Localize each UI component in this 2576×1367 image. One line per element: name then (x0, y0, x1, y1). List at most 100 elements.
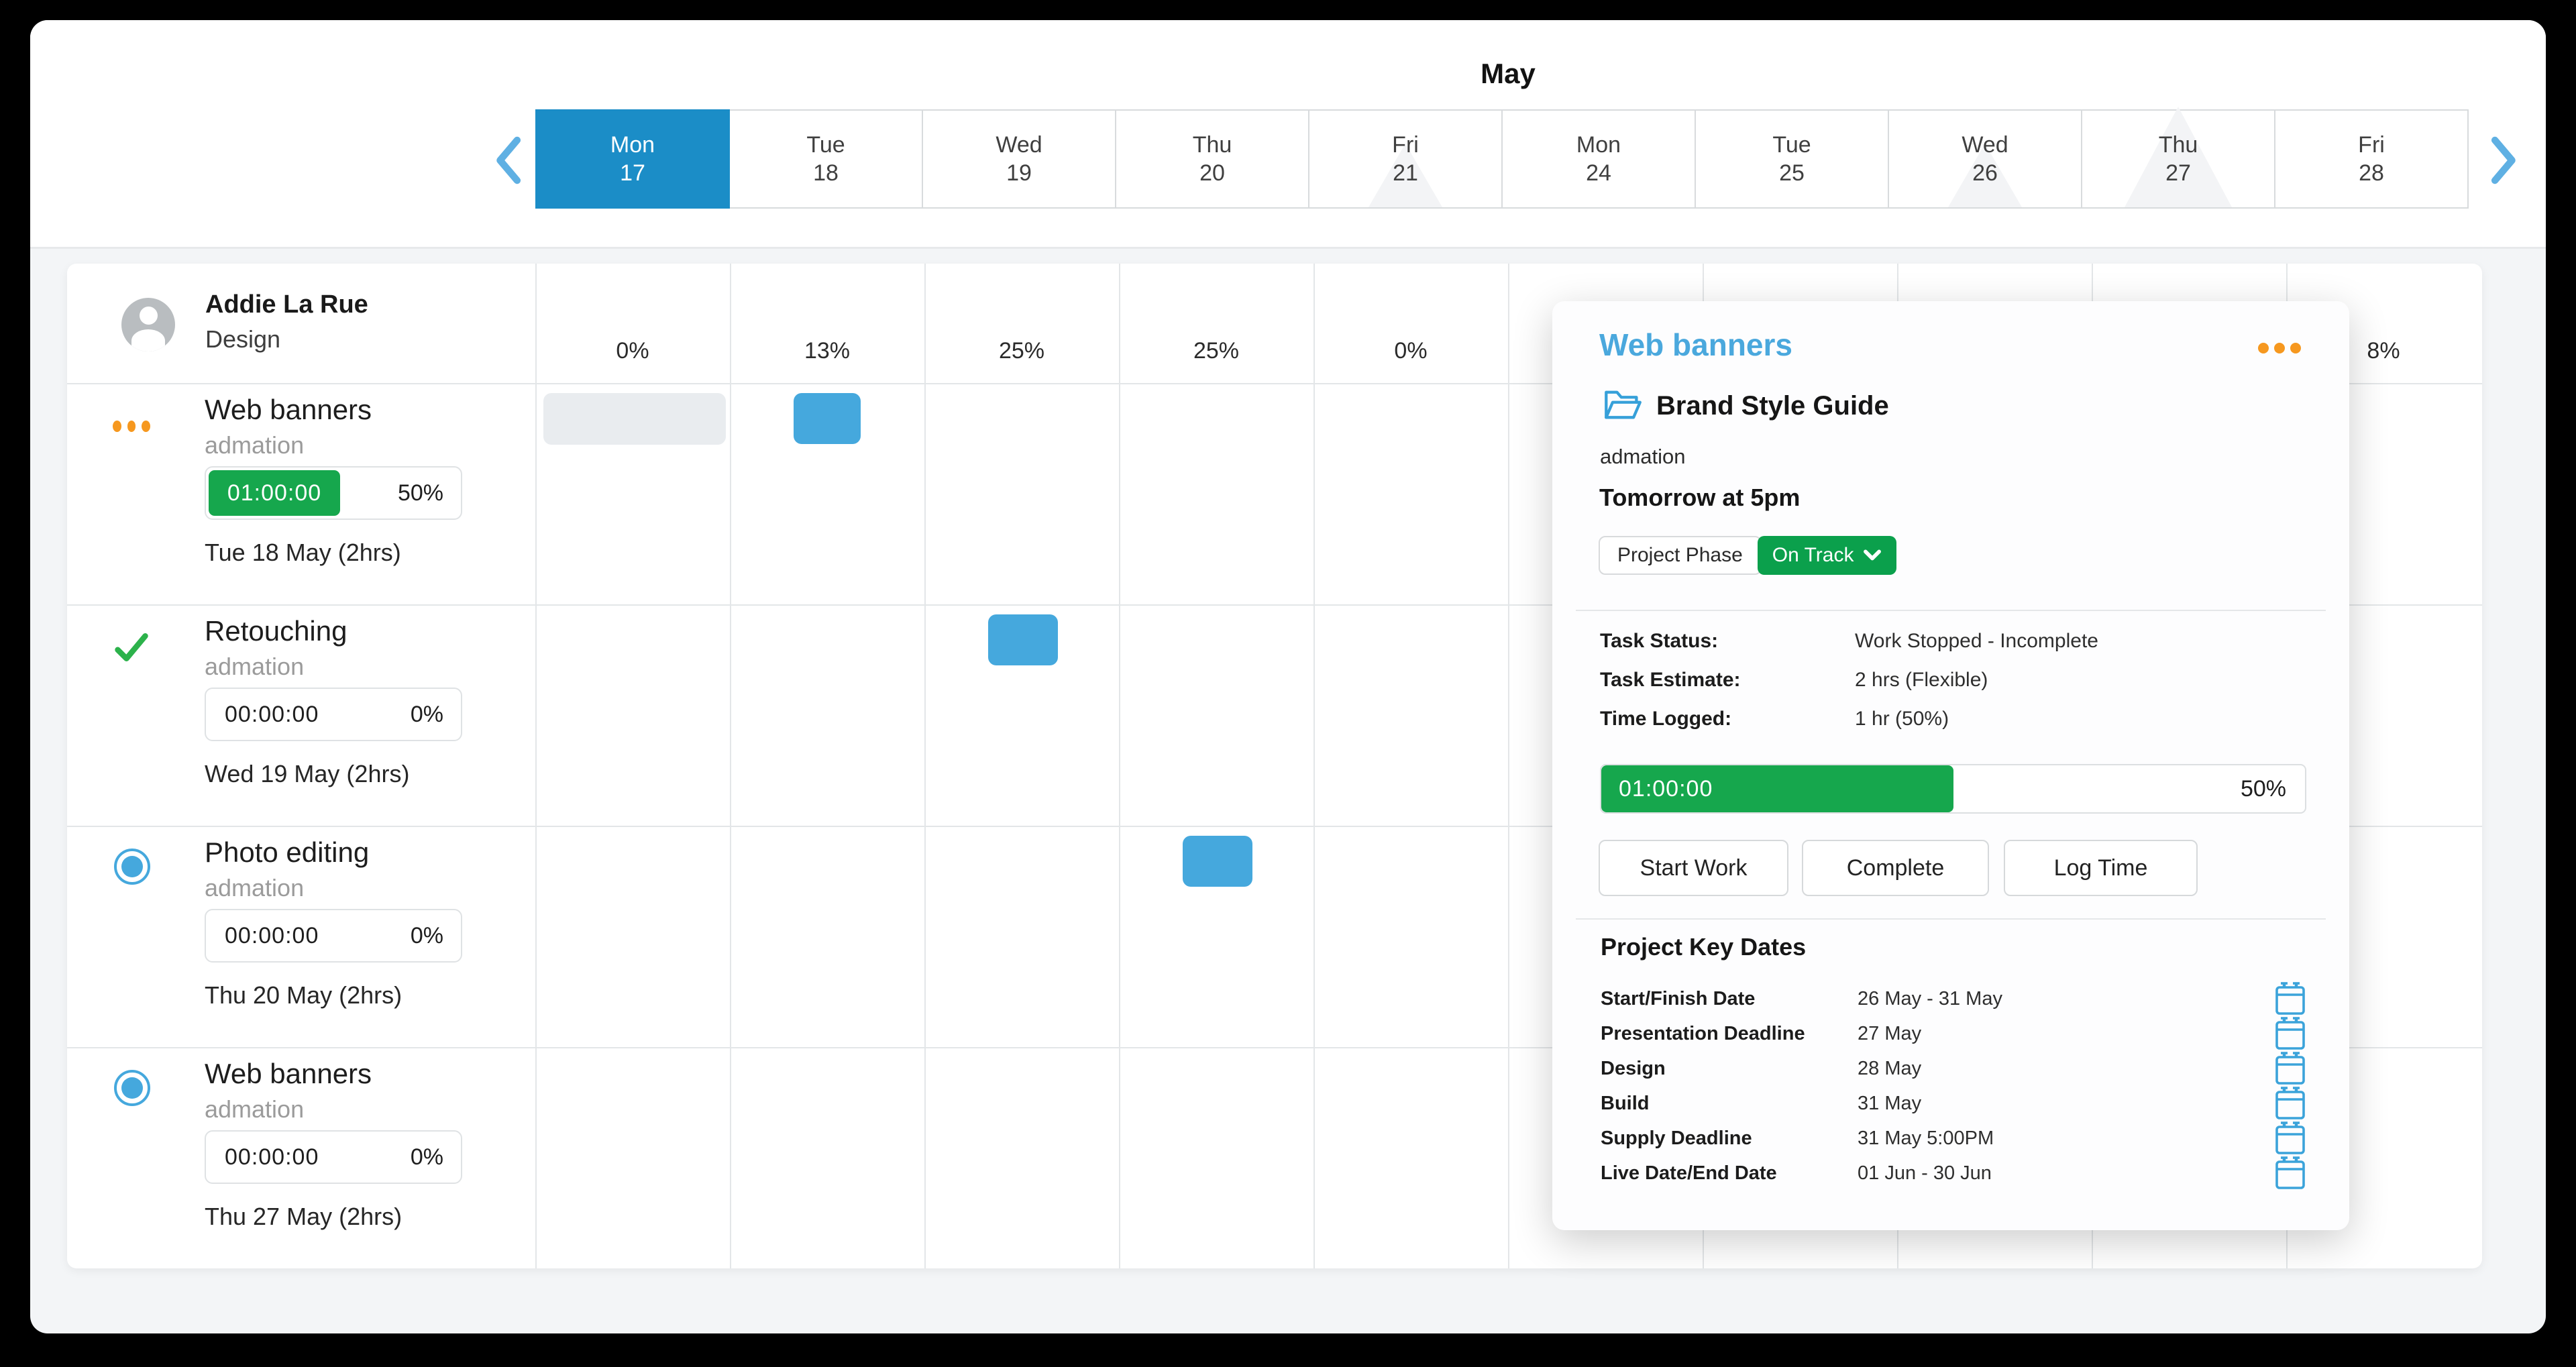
radio-status-icon[interactable] (114, 1070, 150, 1106)
day-number: 19 (1006, 160, 1032, 186)
day-tab-thu-27[interactable]: Thu 27 (2081, 107, 2275, 209)
day-number: 25 (1779, 160, 1805, 186)
key-date-label: Design (1601, 1058, 1666, 1079)
day-number: 26 (1972, 160, 1998, 186)
day-number: 18 (813, 160, 839, 186)
more-menu-icon[interactable] (2258, 343, 2301, 353)
task-card-retouching[interactable]: Retouching admation 00:00:00 0% Wed 19 M… (67, 604, 535, 826)
time-progress-bar[interactable]: 01:00:00 50% (1600, 764, 2306, 814)
timer-percent: 50% (397, 480, 443, 506)
user-avatar (121, 298, 175, 351)
day-label: Tue (806, 132, 845, 158)
utilization-cell: 0% (1394, 338, 1428, 364)
popup-title: Web banners (1599, 327, 1792, 362)
grid-line (67, 383, 2482, 384)
day-label: Mon (610, 132, 655, 158)
calendar-icon[interactable] (2275, 1016, 2306, 1054)
key-date-row: Presentation Deadline 27 May (1552, 1016, 2349, 1051)
day-number: 27 (2165, 160, 2191, 186)
task-card-photo-editing[interactable]: Photo editing admation 00:00:00 0% Thu 2… (67, 826, 535, 1047)
radio-status-icon[interactable] (114, 849, 150, 885)
grid-line (730, 264, 731, 1268)
task-due-date: Thu 20 May (2hrs) (205, 981, 402, 1009)
day-number: 17 (620, 160, 645, 186)
calendar-header: May Mon 17 Tue 18 Wed 19 Thu (30, 20, 2546, 247)
timer-value: 00:00:00 (225, 1144, 319, 1170)
task-timer[interactable]: 00:00:00 0% (205, 909, 462, 963)
prev-week-button[interactable] (493, 135, 523, 185)
calendar-icon[interactable] (2275, 1051, 2306, 1089)
detail-row: Task Status: Work Stopped - Incomplete (1552, 630, 2349, 659)
task-timer[interactable]: 00:00:00 0% (205, 1130, 462, 1184)
task-due-date: Wed 19 May (2hrs) (205, 760, 410, 787)
more-menu-icon[interactable] (113, 407, 151, 445)
grid-line (1119, 264, 1120, 1268)
detail-label: Task Estimate: (1600, 669, 1741, 691)
utilization-cell: 8% (2367, 338, 2400, 364)
schedule-block[interactable] (1183, 836, 1252, 887)
day-number: 24 (1586, 160, 1611, 186)
calendar-icon[interactable] (2275, 1156, 2306, 1194)
schedule-block-placeholder[interactable] (543, 393, 726, 445)
task-detail-popup: Web banners Brand Style Guide admation T… (1552, 301, 2349, 1230)
day-tab-tue-25[interactable]: Tue 25 (1695, 109, 1889, 209)
progress-time: 01:00:00 (1619, 775, 1713, 802)
grid-line (535, 264, 537, 1268)
task-timer[interactable]: 01:00:00 50% (205, 466, 462, 520)
day-label: Tue (1772, 132, 1811, 158)
on-track-dropdown[interactable]: On Track (1757, 536, 1897, 575)
task-card-web-banners-2[interactable]: Web banners admation 00:00:00 0% Thu 27 … (67, 1047, 535, 1268)
popup-divider (1576, 918, 2326, 920)
day-tab-fri-21[interactable]: Fri 21 (1308, 109, 1503, 209)
key-date-row: Live Date/End Date 01 Jun - 30 Jun (1552, 1156, 2349, 1191)
day-number: 28 (2359, 160, 2384, 186)
day-tab-fri-28[interactable]: Fri 28 (2274, 109, 2469, 209)
task-title: Photo editing (205, 836, 370, 868)
timer-percent: 0% (410, 1144, 443, 1170)
day-tabstrip: Mon 17 Tue 18 Wed 19 Thu 20 Fri 21 Mon (535, 107, 2469, 209)
day-tab-mon-24[interactable]: Mon 24 (1501, 109, 1696, 209)
key-date-value: 27 May (1858, 1023, 1922, 1044)
project-phase-chip[interactable]: Project Phase (1599, 536, 1762, 575)
grid-line (67, 604, 2482, 606)
triangle-decoration (2125, 107, 2232, 207)
start-work-button[interactable]: Start Work (1599, 840, 1788, 896)
key-date-row: Supply Deadline 31 May 5:00PM (1552, 1121, 2349, 1156)
task-title: Retouching (205, 615, 347, 647)
key-date-value: 01 Jun - 30 Jun (1858, 1162, 1992, 1184)
log-time-button[interactable]: Log Time (2004, 840, 2198, 896)
day-tab-wed-19[interactable]: Wed 19 (922, 109, 1116, 209)
grid-line (1508, 264, 1509, 1268)
complete-button[interactable]: Complete (1802, 840, 1989, 896)
key-date-value: 26 May - 31 May (1858, 988, 2002, 1009)
grid-line (1313, 264, 1315, 1268)
schedule-block[interactable] (988, 614, 1058, 665)
key-dates-title: Project Key Dates (1601, 933, 1807, 961)
detail-label: Task Status: (1600, 630, 1719, 652)
calendar-icon[interactable] (2275, 1121, 2306, 1159)
calendar-icon[interactable] (2275, 1086, 2306, 1124)
day-tab-mon-17[interactable]: Mon 17 (535, 109, 730, 209)
schedule-block[interactable] (794, 393, 861, 444)
day-label: Wed (1962, 132, 2008, 158)
day-tab-wed-26[interactable]: Wed 26 (1888, 109, 2082, 209)
grid-line (924, 264, 926, 1268)
progress-percent: 50% (2240, 775, 2286, 802)
key-date-label: Start/Finish Date (1601, 988, 1756, 1009)
day-tab-tue-18[interactable]: Tue 18 (729, 109, 923, 209)
key-date-value: 31 May 5:00PM (1858, 1128, 1994, 1149)
detail-row: Task Estimate: 2 hrs (Flexible) (1552, 669, 2349, 698)
next-week-button[interactable] (2489, 135, 2519, 185)
timer-progress-fill: 01:00:00 (209, 470, 340, 516)
task-card-web-banners[interactable]: Web banners admation 01:00:00 50% Tue 18… (67, 383, 535, 604)
detail-value: 1 hr (50%) (1855, 708, 1949, 730)
task-due-date: Tue 18 May (2hrs) (205, 539, 401, 566)
utilization-cell: 0% (616, 338, 649, 364)
triangle-decoration (1368, 144, 1442, 207)
task-timer[interactable]: 00:00:00 0% (205, 688, 462, 741)
day-tab-thu-20[interactable]: Thu 20 (1115, 109, 1309, 209)
calendar-icon[interactable] (2275, 981, 2306, 1020)
day-label: Thu (2158, 132, 2198, 158)
key-date-value: 28 May (1858, 1058, 1922, 1079)
task-title: Web banners (205, 394, 372, 425)
